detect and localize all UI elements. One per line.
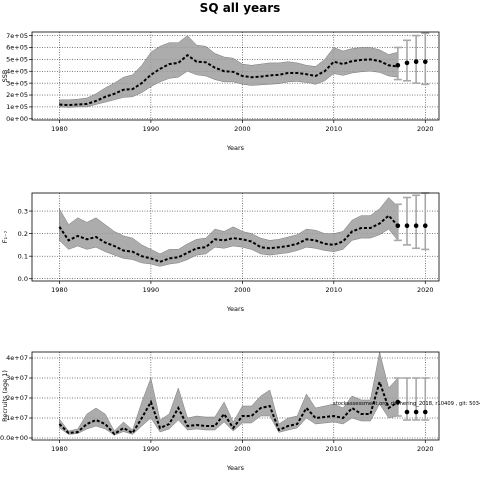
y-tick-label: 0.0 bbox=[18, 275, 28, 283]
annotation-text: stockassessment.org, rbbhering_2018, r10… bbox=[333, 401, 480, 407]
x-tick-label: 1990 bbox=[143, 125, 160, 133]
y-tick-label: 4e+05 bbox=[6, 67, 28, 75]
page-title: SQ all years bbox=[199, 1, 281, 15]
plot-frame bbox=[31, 351, 440, 441]
confidence-band bbox=[59, 351, 399, 436]
median-line bbox=[58, 214, 399, 263]
x-tick-label: 2020 bbox=[417, 125, 434, 133]
plot-frame bbox=[31, 31, 440, 121]
y-tick-label: 0.3 bbox=[18, 207, 28, 215]
x-tick-label: 2010 bbox=[326, 125, 343, 133]
y-tick-label: 0.2 bbox=[18, 230, 28, 238]
y-tick-label: 4e+07 bbox=[6, 354, 28, 362]
y-tick-label: 0.1 bbox=[18, 252, 28, 260]
projection-point bbox=[413, 409, 419, 415]
projection-point bbox=[395, 399, 401, 405]
y-tick-label: 0.0e+00 bbox=[0, 434, 28, 442]
x-tick-label: 2000 bbox=[234, 125, 251, 133]
projection-point bbox=[422, 409, 428, 415]
chart-panel-3: 1980 1990 2000 2010 2020 0.0e+00 1e+07 2e+07 3e+… bbox=[0, 351, 480, 472]
y-tick-label: 0e+00 bbox=[6, 115, 28, 123]
y-tick-label: 2e+05 bbox=[6, 91, 28, 99]
chart-panel-2: 1980 1990 2000 2010 2020 0.0 0.1 0.2 0.3 Years F₁₋… bbox=[1, 192, 440, 313]
x-tick-label: 2000 bbox=[234, 445, 251, 453]
x-axis-label: Years bbox=[226, 305, 245, 313]
projection-point bbox=[395, 62, 401, 68]
y-tick-label: 2e+07 bbox=[6, 394, 28, 402]
y-tick-label: 6e+05 bbox=[6, 44, 28, 52]
x-tick-label: 2020 bbox=[417, 286, 434, 294]
median-line bbox=[59, 53, 398, 107]
x-tick-label: 1990 bbox=[143, 286, 160, 294]
x-tick-label: 2020 bbox=[417, 445, 434, 453]
projection-point bbox=[404, 409, 410, 415]
y-tick-label: 3e+05 bbox=[6, 79, 28, 87]
projection-point bbox=[404, 223, 410, 229]
projection-point bbox=[422, 223, 428, 229]
x-tick-label: 2010 bbox=[326, 445, 343, 453]
y-axis-label: F₁₋₇ bbox=[1, 230, 9, 243]
y-tick-label: 5e+05 bbox=[6, 56, 28, 64]
y-tick-label: 7e+05 bbox=[6, 32, 28, 40]
x-axis-label: Years bbox=[226, 144, 245, 152]
x-tick-label: 1980 bbox=[51, 125, 68, 133]
x-tick-label: 1980 bbox=[51, 286, 68, 294]
x-tick-label: 2000 bbox=[234, 286, 251, 294]
y-tick-label: 1e+05 bbox=[6, 103, 28, 111]
projection-point bbox=[395, 223, 401, 229]
x-axis-label: Years bbox=[226, 464, 245, 472]
projection-point bbox=[413, 223, 419, 229]
x-tick-label: 1990 bbox=[143, 445, 160, 453]
y-axis-label: Recruits (age 1) bbox=[1, 370, 9, 422]
y-axis-label: SSB bbox=[1, 70, 9, 83]
y-tick-label: 3e+07 bbox=[6, 374, 28, 382]
x-tick-label: 2010 bbox=[326, 286, 343, 294]
projection-point bbox=[422, 59, 428, 65]
x-tick-label: 1980 bbox=[51, 445, 68, 453]
projection-point bbox=[413, 59, 419, 65]
projection-point bbox=[404, 60, 410, 66]
chart-panel-1: 1980 1990 2000 2010 2020 0e+00 1e+05 2e+05 3e+05… bbox=[1, 31, 440, 152]
plot-frame bbox=[31, 192, 440, 282]
median-line bbox=[58, 378, 399, 436]
y-tick-label: 1e+07 bbox=[6, 414, 28, 422]
